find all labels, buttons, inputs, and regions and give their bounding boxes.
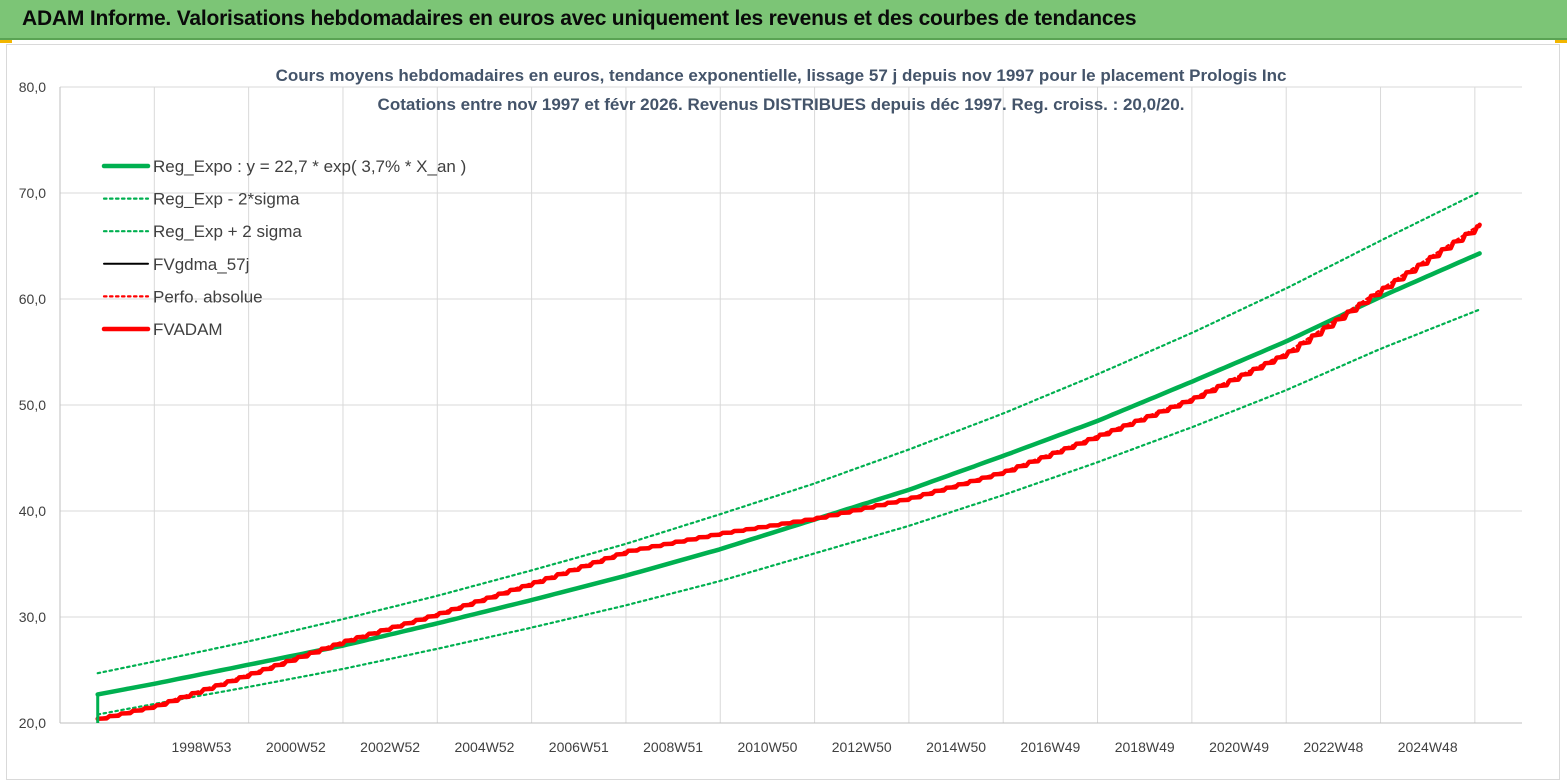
legend-label: Reg_Exp + 2 sigma	[153, 222, 302, 241]
axes: 20,0 30,0 40,0 50,0 60,0 70,0 80,0 1998W53 2000W…	[19, 79, 1522, 755]
x-tick-label: 2016W49	[1020, 739, 1080, 755]
report-title: ADAM Informe. Valorisations hebdomadaire…	[22, 7, 1137, 30]
legend-label: Reg_Exp - 2*sigma	[153, 190, 300, 209]
series-group	[95, 190, 1482, 723]
x-tick-label: 2008W51	[643, 739, 703, 755]
legend-label: FVADAM	[153, 320, 223, 339]
legend-label: Perfo. absolue	[153, 287, 263, 306]
x-tick-label: 2020W49	[1209, 739, 1269, 755]
legend: Reg_Expo : y = 22,7 * exp( 3,7% * X_an )…	[101, 157, 466, 339]
x-tick-label: 2004W52	[454, 739, 514, 755]
grid	[59, 86, 1522, 724]
x-tick-label: 2010W50	[737, 739, 797, 755]
y-tick-label: 60,0	[19, 291, 46, 307]
chart-subtitle: Cotations entre nov 1997 et févr 2026. R…	[378, 95, 1185, 114]
x-tick-label: 2018W49	[1115, 739, 1175, 755]
series-line-2	[96, 308, 1481, 716]
y-tick-label: 30,0	[19, 609, 46, 625]
y-tick-label: 70,0	[19, 185, 46, 201]
corner-mark-right	[1555, 40, 1567, 43]
legend-label: Reg_Expo : y = 22,7 * exp( 3,7% * X_an )	[153, 157, 466, 176]
legend-label: FVgdma_57j	[153, 255, 249, 274]
series-line-6	[95, 222, 1482, 722]
x-tick-label: 2014W50	[926, 739, 986, 755]
x-tick-label: 2024W48	[1398, 739, 1458, 755]
x-tick-label: 2006W51	[549, 739, 609, 755]
x-tick-label: 2000W52	[266, 739, 326, 755]
y-tick-label: 20,0	[19, 715, 46, 731]
x-tick-label: 2002W52	[360, 739, 420, 755]
report-banner: ADAM Informe. Valorisations hebdomadaire…	[0, 0, 1567, 40]
x-tick-label: 2012W50	[832, 739, 892, 755]
x-tick-label: 1998W53	[172, 739, 232, 755]
y-tick-label: 40,0	[19, 503, 46, 519]
x-tick-label: 2022W48	[1303, 739, 1363, 755]
series-line-3	[96, 190, 1481, 675]
corner-mark-left	[0, 40, 12, 43]
chart-frame	[6, 44, 1560, 780]
y-tick-label: 80,0	[19, 79, 46, 95]
chart-title: Cours moyens hebdomadaires en euros, ten…	[276, 66, 1287, 85]
y-tick-label: 50,0	[19, 397, 46, 413]
